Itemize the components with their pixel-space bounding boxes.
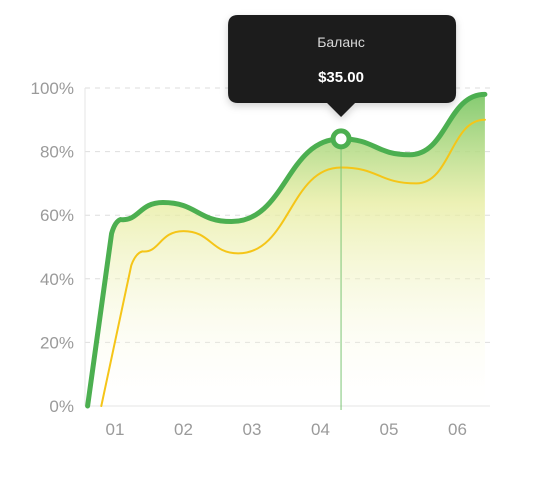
area-fill-shape [87,94,485,407]
x-tick-label: 02 [174,420,193,439]
y-tick-label: 40% [40,270,74,289]
tooltip: Баланс $35.00 [228,15,457,410]
y-tick-label: 80% [40,143,74,162]
x-tick-label: 03 [243,420,262,439]
tooltip-value: $35.00 [318,69,364,86]
series-line-secondary [100,118,486,407]
area-fill [87,94,485,407]
x-tick-label: 01 [106,420,125,439]
x-tick-label: 05 [380,420,399,439]
series-line-main [85,91,488,409]
y-tick-label: 0% [49,397,74,416]
y-tick-label: 20% [40,333,74,352]
x-tick-label: 06 [448,420,467,439]
series-lines [85,91,488,409]
hover-point-marker[interactable] [330,128,352,150]
y-tick-label: 100% [31,79,74,98]
tooltip-box [228,15,457,117]
axes: 0% 20% 40% 60% 80% 100% 01 02 03 04 05 06 [31,79,467,439]
tooltip-title: Баланс [317,34,365,50]
x-tick-label: 04 [311,420,330,439]
y-tick-label: 60% [40,206,74,225]
